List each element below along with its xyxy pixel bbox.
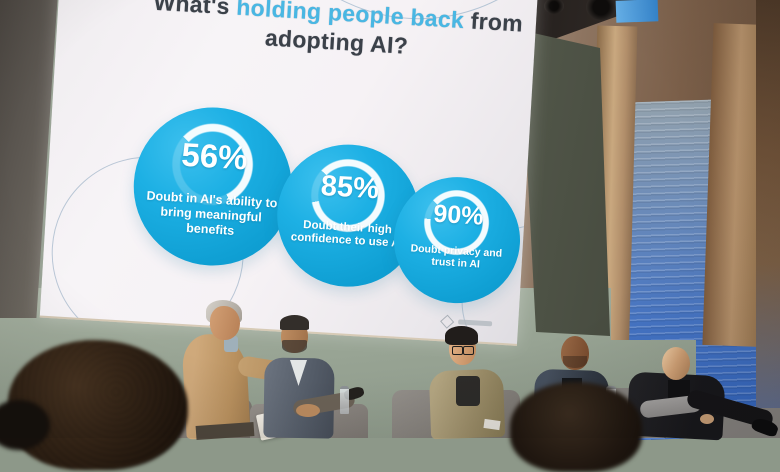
ceiling-speaker-icon: [544, 0, 564, 14]
panelist-hair: [280, 315, 309, 330]
stat-caption: Doubt in AI's ability to bring meaningfu…: [146, 188, 278, 238]
stat-caption: Doubt their high confidence to use AI: [290, 218, 404, 251]
screen-side-frame: [520, 30, 610, 336]
water-bottle: [340, 386, 349, 414]
stat-percentage: 90%: [432, 199, 485, 231]
title-prefix: What's: [152, 0, 238, 20]
stat-caption: Doubt privacy and trust in AI: [410, 242, 503, 271]
glasses-lens: [463, 346, 474, 355]
stat-percentage: 56%: [180, 135, 249, 177]
panelist-head: [210, 306, 240, 340]
panelist-shirt: [224, 336, 238, 352]
audience-head: [510, 382, 642, 472]
panelist-hand: [700, 414, 714, 424]
title-suffix: from: [463, 7, 524, 37]
ceiling-speaker-icon: [586, 0, 616, 20]
presentation-screen: What's holding people back from adopting…: [39, 0, 539, 346]
panelist-beard: [282, 340, 307, 353]
panelist-hair: [445, 326, 478, 345]
panelist-shirt: [668, 380, 690, 400]
panelist-hand: [296, 404, 320, 417]
panelist-head: [561, 336, 589, 370]
panelist-head: [662, 347, 690, 380]
panelist-shirt: [456, 376, 480, 406]
glasses-lens: [452, 346, 463, 355]
window-light: [615, 0, 659, 23]
right-wall-edge: [756, 0, 780, 438]
slide-title: What's holding people back from adopting…: [96, 0, 538, 70]
panelist-beard: [563, 356, 587, 368]
